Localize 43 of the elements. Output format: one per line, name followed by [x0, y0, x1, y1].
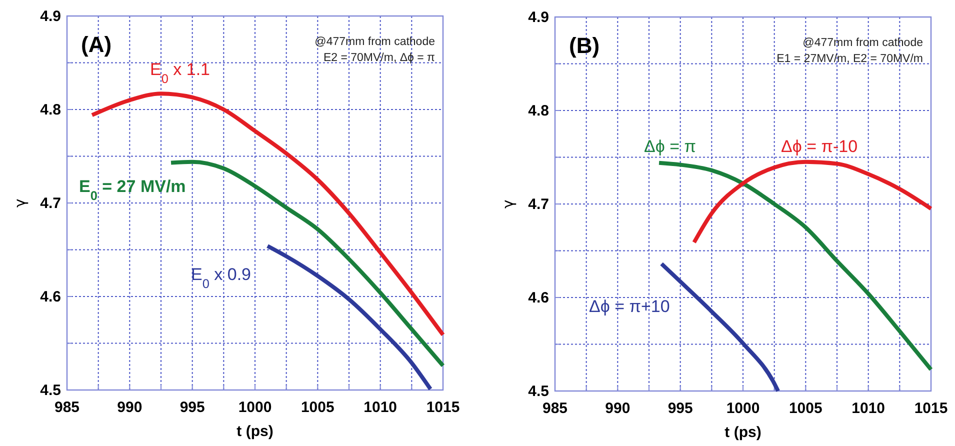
x-tick-label: 1015 [426, 399, 460, 416]
annotation: @477mm from cathode [802, 37, 923, 49]
y-tick-label: 4.9 [40, 8, 61, 25]
y-axis-title: γ [11, 198, 29, 208]
x-tick-label: 1000 [726, 400, 760, 417]
series-label: Δϕ = π-10 [781, 137, 858, 156]
annotation: (A) [81, 32, 112, 57]
y-tick-label: 4.8 [40, 102, 61, 118]
y-tick-label: 4.5 [40, 382, 61, 399]
y-tick-label: 4.9 [528, 9, 549, 26]
x-tick-label: 990 [117, 399, 142, 416]
x-axis-title: t (ps) [724, 424, 762, 441]
x-tick-label: 1005 [788, 400, 822, 417]
x-tick-label: 985 [542, 400, 568, 417]
series-label: E$_{0}$ x 0.9 [191, 265, 252, 290]
x-tick-label: 1015 [914, 400, 948, 417]
series-label: E$_{0}$ x 1.1 [150, 60, 210, 86]
annotation: E1 = 27MV/m, E2 = 70MV/m [776, 53, 923, 65]
x-tick-label: 1000 [238, 399, 272, 416]
y-axis-title: γ [499, 199, 517, 208]
x-tick-label: 990 [605, 400, 630, 417]
line-series [90, 92, 445, 337]
x-tick-label: 1010 [852, 400, 886, 417]
y-tick-label: 4.6 [40, 288, 61, 306]
x-tick-label: 995 [180, 399, 205, 416]
x-tick-label: 1005 [300, 399, 334, 416]
x-axis-title: t (ps) [236, 423, 274, 440]
y-tick-label: 4.6 [528, 290, 549, 306]
line-series [266, 244, 432, 392]
y-tick-label: 4.8 [528, 102, 549, 120]
series-label: Δϕ = π [644, 137, 696, 156]
x-tick-label: 995 [668, 400, 693, 417]
x-tick-label: 985 [54, 399, 80, 416]
x-tick-label: 1010 [364, 399, 398, 416]
y-tick-label: 4.7 [528, 196, 549, 213]
y-tick-label: 4.7 [40, 195, 61, 212]
annotation: E2 = 70MV/m, Δϕ = π [323, 52, 436, 64]
series-label: E$_{0}$ = 27 MV/m [79, 177, 186, 202]
series-label: Δϕ = π+10 [589, 297, 670, 316]
annotation: (B) [569, 33, 600, 58]
line-series [692, 160, 933, 244]
annotation: @477mm from cathode [314, 36, 435, 48]
y-tick-label: 4.5 [528, 383, 549, 400]
